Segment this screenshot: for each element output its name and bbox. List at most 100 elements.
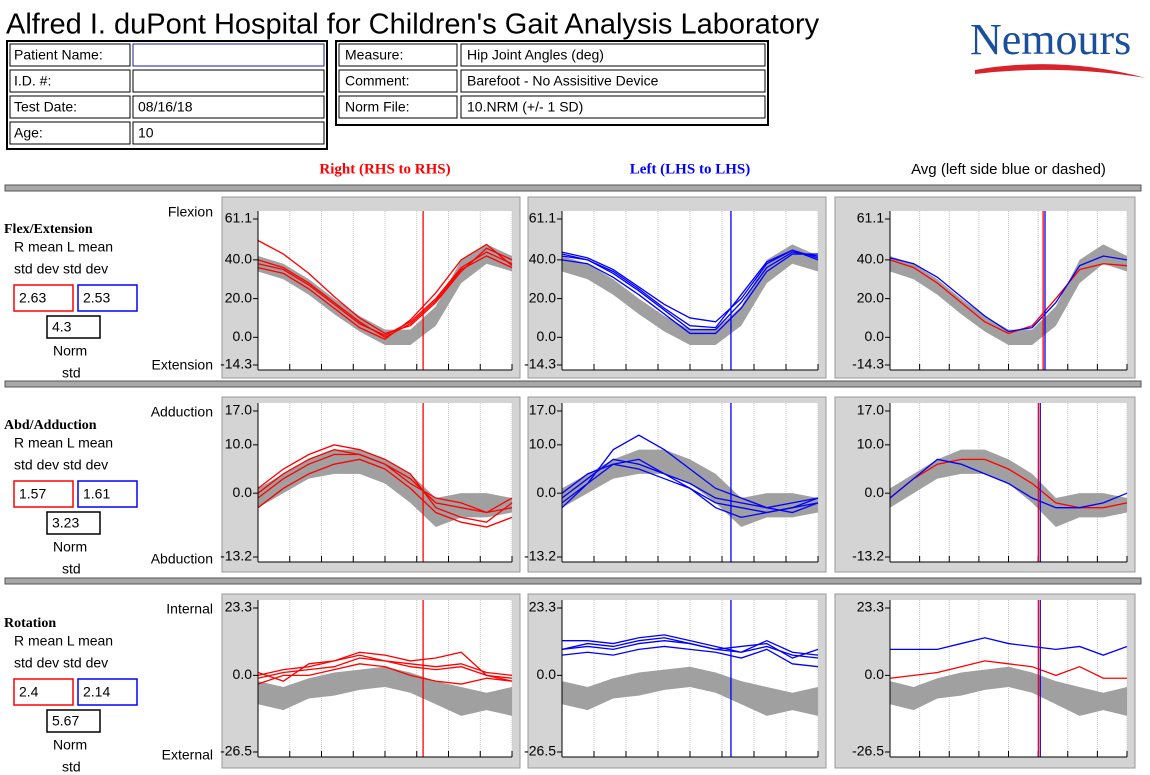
y-tick-label: 0.0	[233, 484, 253, 500]
separator	[4, 184, 1142, 192]
y-tick-label: 0.0	[233, 328, 253, 344]
y-tick-label: 40.0	[225, 251, 252, 267]
plot-area	[562, 211, 818, 370]
trial-line	[561, 434, 819, 514]
trial-line	[257, 243, 513, 340]
field-value: Barefoot - No Assisitive Device	[467, 73, 659, 89]
trial-line	[561, 251, 819, 331]
field-value: 10	[138, 125, 154, 141]
plot-area	[258, 211, 512, 370]
y-tick-label: -14.3	[852, 356, 884, 372]
field-value: 08/16/18	[138, 99, 193, 115]
y-tick-label: 23.3	[225, 599, 252, 615]
y-tick-label: 10.0	[225, 436, 252, 452]
column-title: Right (RHS to RHS)	[319, 161, 450, 177]
cell	[338, 95, 458, 119]
y-tick-label: 40.0	[529, 251, 556, 267]
axis-top-label: Internal	[166, 601, 213, 617]
y-tick-label: -26.5	[524, 743, 556, 759]
norm-label: Norm	[53, 737, 87, 753]
y-tick-label: 20.0	[529, 289, 556, 305]
trial-line	[889, 660, 1127, 679]
axis-bottom-label: External	[162, 747, 213, 763]
trial-line	[257, 458, 513, 528]
cell	[9, 69, 131, 93]
axis-bottom-label: Abduction	[151, 551, 213, 567]
field-value: Hip Joint Angles (deg)	[467, 47, 604, 63]
cell	[9, 121, 131, 145]
separator	[4, 577, 1142, 585]
trial-line	[257, 444, 513, 523]
l-std: 2.14	[83, 684, 110, 700]
norm-band	[562, 666, 818, 716]
field-label: Age:	[14, 125, 43, 141]
cell	[132, 121, 325, 145]
y-tick-label: -13.2	[852, 548, 884, 564]
stat-head: std dev std dev	[14, 261, 108, 277]
y-tick-label: 17.0	[529, 402, 556, 418]
trial-line	[257, 654, 513, 677]
report-title: Alfred I. duPont Hospital for Children's…	[6, 9, 820, 41]
trial-line	[889, 458, 1128, 509]
norm-std: 4.3	[52, 319, 72, 335]
norm-std: 5.67	[52, 713, 79, 729]
norm-std: 3.23	[52, 515, 79, 531]
trial-line	[561, 645, 819, 668]
trial-line	[257, 663, 513, 685]
r-std-box	[13, 284, 74, 312]
norm-band	[258, 666, 512, 716]
norm-std-box	[46, 315, 101, 339]
cell	[460, 69, 766, 93]
l-std: 2.53	[83, 290, 110, 306]
y-tick-label: 0.0	[865, 666, 885, 682]
l-std-box	[77, 678, 138, 706]
y-tick-label: 23.3	[857, 599, 884, 615]
y-tick-label: 61.1	[225, 210, 252, 226]
norm-std-box	[46, 511, 101, 535]
y-tick-label: 10.0	[857, 436, 884, 452]
axis-top-label: Adduction	[151, 404, 213, 420]
r-std-box	[13, 480, 74, 508]
y-tick-label: 20.0	[857, 289, 884, 305]
y-tick-label: -13.2	[220, 548, 252, 564]
y-tick-label: 20.0	[225, 289, 252, 305]
trial-line	[561, 458, 819, 514]
logo-swoosh	[975, 64, 1146, 78]
plot-area	[890, 211, 1127, 370]
y-tick-label: 17.0	[857, 402, 884, 418]
y-tick-label: -14.3	[220, 356, 252, 372]
stat-head: R mean L mean	[14, 239, 113, 255]
trial-line	[889, 259, 1128, 335]
r-std: 2.63	[19, 290, 46, 306]
norm-band	[562, 449, 818, 528]
y-tick-label: -14.3	[524, 356, 556, 372]
l-std-box	[77, 480, 138, 508]
field-label: I.D. #:	[14, 73, 51, 89]
norm-band	[258, 244, 512, 346]
trial-line	[561, 637, 819, 659]
stat-head: std dev std dev	[14, 457, 108, 473]
r-std-box	[13, 678, 74, 706]
norm-band	[890, 244, 1127, 346]
field-label: Norm File:	[345, 99, 410, 115]
stat-head: std dev std dev	[14, 655, 108, 671]
axis-top-label: Flexion	[168, 204, 213, 220]
trial-line	[889, 458, 1128, 509]
field-value: 10.NRM (+/- 1 SD)	[467, 99, 583, 115]
y-tick-label: 0.0	[865, 484, 885, 500]
std-label: std	[62, 759, 81, 775]
y-tick-label: 23.3	[529, 599, 556, 615]
trial-line	[890, 637, 1128, 656]
column-title: Avg (left side blue or dashed)	[911, 161, 1106, 178]
std-label: std	[62, 561, 81, 577]
field-label: Comment:	[345, 73, 410, 89]
trial-line	[257, 251, 513, 337]
cell	[460, 43, 766, 67]
y-tick-label: -13.2	[524, 548, 556, 564]
cell	[338, 69, 458, 93]
separator	[4, 380, 1142, 388]
logo: Nemours	[970, 15, 1131, 64]
cell	[338, 43, 458, 67]
cell	[132, 95, 325, 119]
